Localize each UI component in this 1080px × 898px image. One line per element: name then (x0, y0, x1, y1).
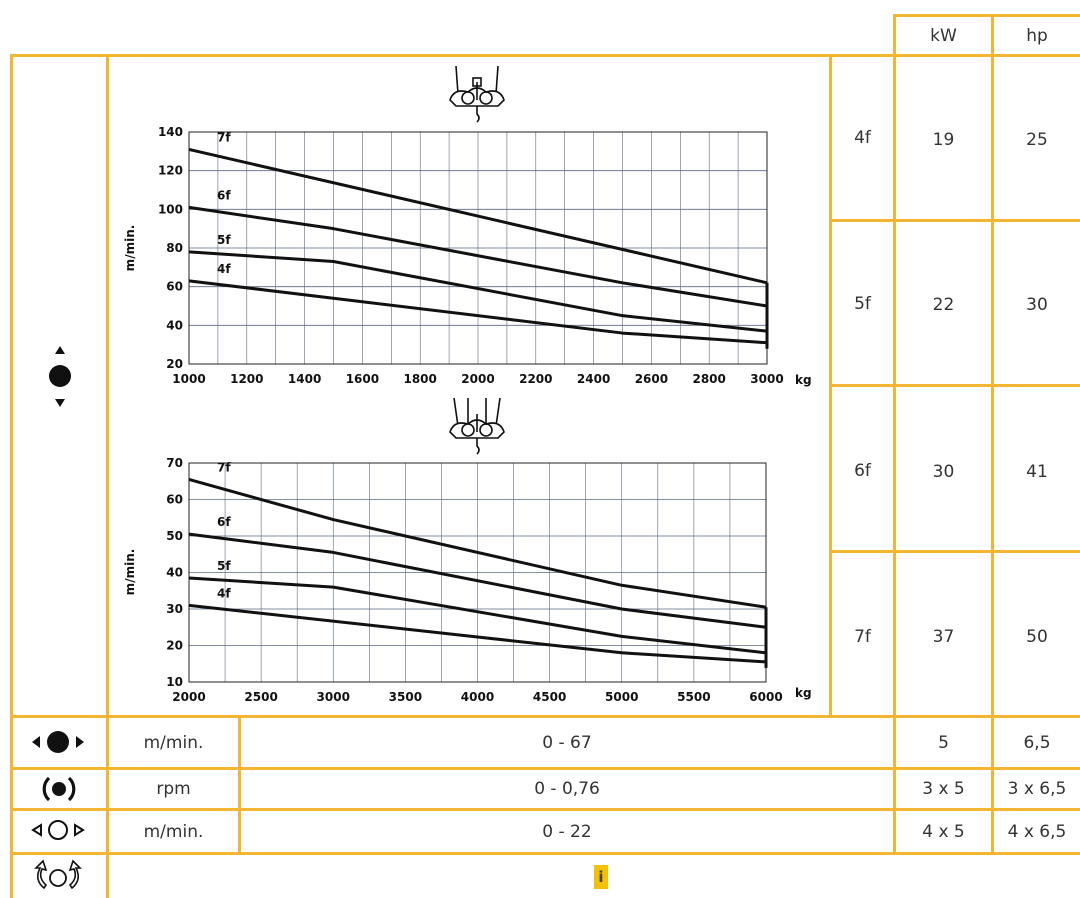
x-tick-label: 4500 (533, 690, 566, 704)
y-tick-label: 70 (166, 456, 183, 470)
four-fall-hook-icon (449, 397, 505, 455)
y-tick-label: 20 (166, 639, 183, 653)
motion-hp: 3 x 6,5 (1007, 779, 1067, 799)
series-label: 4f (217, 586, 231, 600)
plot-frame (188, 462, 767, 683)
speed-load-charts: 20 40 60 80 100 120 140 1000 1200 1400 1600 1800 200… (123, 65, 812, 704)
motion-kw: 4 x 5 (922, 821, 965, 842)
power-row-hp: 50 (1026, 627, 1048, 647)
power-row-kw: 37 (932, 627, 955, 647)
motion-unit: m/min. (143, 821, 204, 842)
series-line-4f (188, 603, 767, 664)
x-tick-label: 2400 (577, 372, 610, 386)
series-line-4f (188, 279, 768, 345)
motion-range: 0 - 67 (542, 732, 592, 753)
x-tick-label: 2000 (172, 690, 205, 704)
y-tick-label: 60 (166, 493, 183, 507)
power-row-model: 7f (854, 627, 871, 647)
x-tick-label: 3000 (750, 372, 783, 386)
power-row-kw: 30 (932, 462, 955, 482)
motion-range: 0 - 0,76 (534, 779, 600, 799)
x-tick-label: 2200 (519, 372, 552, 386)
y-axis-label: m/min. (123, 225, 137, 272)
series-line-7f (188, 147, 768, 285)
series-label: 6f (217, 515, 231, 529)
header-hp: hp (1026, 25, 1048, 46)
series-label: 4f (217, 262, 231, 276)
power-row-hp: 25 (1026, 130, 1048, 150)
series-line-6f (188, 205, 768, 308)
motion-kw: 3 x 5 (922, 779, 965, 799)
power-row-model: 4f (854, 128, 871, 148)
y-tick-label: 60 (166, 280, 183, 294)
plot-frame (188, 131, 768, 365)
x-tick-label: 1800 (403, 372, 436, 386)
slewing-icon (42, 772, 76, 806)
y-tick-label: 100 (158, 202, 183, 216)
motion-range: 0 - 22 (542, 821, 592, 842)
trolley-travel-icon (30, 818, 86, 842)
x-tick-label: 6000 (749, 690, 782, 704)
motion-unit: m/min. (143, 732, 204, 753)
x-axis-unit: kg (795, 686, 812, 700)
x-tick-label: 3500 (389, 690, 422, 704)
series-label: 5f (217, 559, 231, 573)
y-tick-label: 40 (166, 318, 183, 332)
motion-hp: 4 x 6,5 (1007, 821, 1067, 842)
x-tick-label: 2500 (244, 690, 277, 704)
power-row-model: 6f (854, 461, 871, 481)
power-row-model: 5f (854, 294, 871, 314)
x-tick-label: 3000 (317, 690, 350, 704)
chart-two-fall: 20 40 60 80 100 120 140 1000 1200 1400 1600 1800 200… (123, 125, 812, 387)
power-row-hp: 41 (1026, 462, 1048, 482)
y-tick-label: 120 (158, 164, 183, 178)
y-axis-label: m/min. (123, 549, 137, 596)
motion-kw: 5 (938, 732, 949, 753)
header-kw: kW (930, 25, 957, 46)
y-tick-label: 140 (158, 125, 183, 139)
series-line-7f (188, 477, 767, 609)
y-tick-label: 20 (166, 357, 183, 371)
x-tick-label: 1400 (288, 372, 321, 386)
motion-unit: rpm (156, 779, 191, 799)
x-tick-label: 5000 (605, 690, 638, 704)
series-label: 6f (217, 188, 231, 202)
series-label: 7f (217, 130, 231, 144)
y-tick-label: 40 (166, 566, 183, 580)
two-fall-hook-icon (449, 65, 505, 123)
x-tick-label: 1200 (230, 372, 263, 386)
power-row-hp: 30 (1026, 295, 1048, 315)
motion-hp: 6,5 (1023, 732, 1051, 753)
chart-four-fall: 10 20 30 40 50 60 70 2000 2500 3000 3500 4000 4500 50… (123, 456, 812, 704)
x-tick-label: 4000 (461, 690, 494, 704)
x-tick-label: 2800 (692, 372, 725, 386)
x-tick-label: 2600 (635, 372, 668, 386)
y-tick-label: 30 (166, 602, 183, 616)
series-label: 5f (217, 233, 231, 247)
y-tick-label: 80 (166, 241, 183, 255)
hoist-up-down-icon (48, 344, 72, 410)
info-badge[interactable]: i (594, 865, 608, 889)
power-row-kw: 19 (932, 130, 955, 150)
series-line-5f (188, 250, 768, 333)
x-axis-unit: kg (795, 373, 812, 387)
luffing-icon (30, 858, 86, 894)
series-label: 7f (217, 460, 231, 474)
y-tick-label: 10 (166, 675, 183, 689)
x-tick-label: 5500 (677, 690, 710, 704)
series-line-6f (188, 532, 767, 629)
x-tick-label: 1600 (346, 372, 379, 386)
x-tick-label: 2000 (461, 372, 494, 386)
y-tick-label: 50 (166, 529, 183, 543)
travel-icon (30, 730, 86, 754)
x-tick-label: 1000 (172, 372, 205, 386)
series-line-5f (188, 576, 767, 655)
power-row-kw: 22 (932, 295, 955, 315)
